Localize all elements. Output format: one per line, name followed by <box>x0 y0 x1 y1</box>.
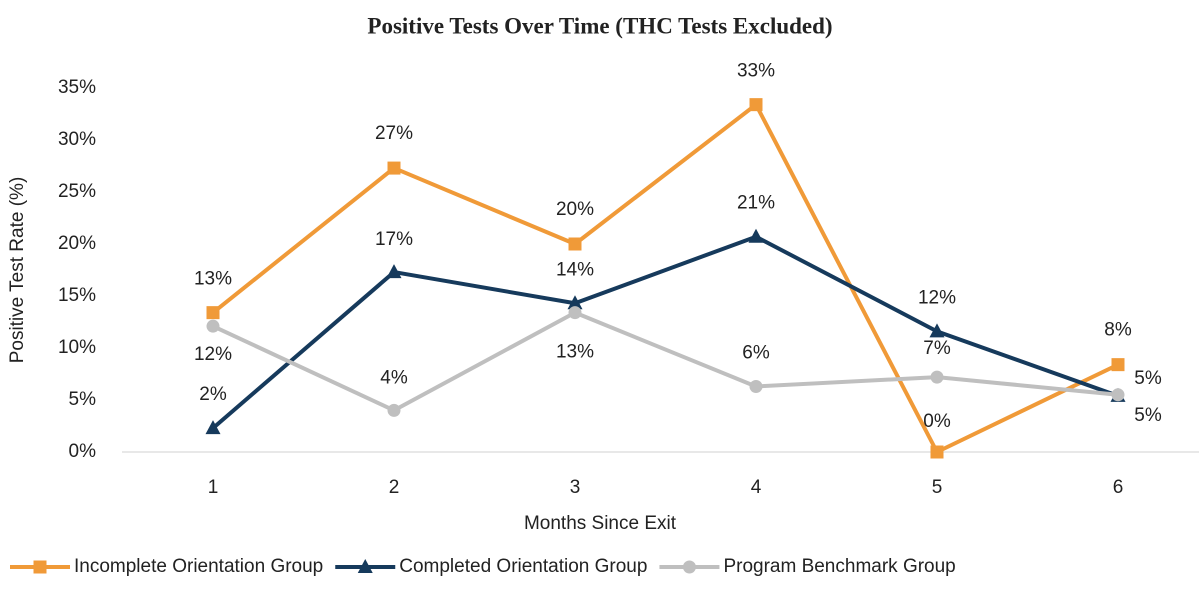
y-tick-label: 5% <box>69 389 97 410</box>
y-tick-label: 0% <box>69 441 97 462</box>
data-label: 2% <box>199 384 227 405</box>
data-point <box>387 161 401 175</box>
data-point <box>206 306 220 320</box>
data-label: 20% <box>556 199 594 220</box>
data-point <box>929 323 945 338</box>
data-label: 13% <box>194 269 232 290</box>
legend-marker <box>33 560 47 574</box>
data-label: 6% <box>742 342 770 363</box>
x-tick-label: 6 <box>1113 477 1124 498</box>
data-label: 8% <box>1104 320 1132 341</box>
series-line <box>211 102 1119 454</box>
y-tick-label: 25% <box>58 181 96 202</box>
data-label: 14% <box>556 259 594 280</box>
data-point <box>749 379 763 393</box>
data-label: 21% <box>737 193 775 214</box>
y-tick-label: 15% <box>58 285 96 306</box>
data-label: 27% <box>375 123 413 144</box>
data-point <box>930 445 944 459</box>
x-axis-label: Months Since Exit <box>524 513 677 534</box>
y-tick-label: 20% <box>58 233 96 254</box>
data-point <box>205 420 221 435</box>
y-tick-label: 30% <box>58 129 96 150</box>
data-label: 5% <box>1134 405 1162 426</box>
data-point <box>568 237 582 251</box>
data-label: 17% <box>375 229 413 250</box>
data-label: 0% <box>923 411 951 432</box>
data-label: 5% <box>1134 368 1162 389</box>
y-axis-label: Positive Test Rate (%) <box>7 177 28 364</box>
y-tick-label: 10% <box>58 337 96 358</box>
y-tick-label: 35% <box>58 77 96 98</box>
data-label: 33% <box>737 61 775 82</box>
data-point <box>568 306 582 320</box>
data-label: 12% <box>194 344 232 365</box>
x-tick-label: 3 <box>570 477 581 498</box>
data-point <box>567 295 583 310</box>
data-point <box>386 264 402 279</box>
legend-label: Program Benchmark Group <box>723 556 955 577</box>
data-point <box>206 319 220 333</box>
data-label: 12% <box>918 287 956 308</box>
series-line <box>212 310 1119 413</box>
legend-label: Completed Orientation Group <box>399 556 647 577</box>
data-point <box>930 370 944 384</box>
x-tick-label: 5 <box>932 477 943 498</box>
legend-marker <box>357 559 373 573</box>
x-tick-label: 4 <box>751 477 762 498</box>
data-point <box>1111 388 1125 402</box>
chart-title: Positive Tests Over Time (THC Tests Excl… <box>367 13 832 38</box>
data-point <box>748 228 764 243</box>
x-tick-label: 1 <box>208 477 219 498</box>
data-label: 4% <box>380 367 408 388</box>
data-label: 13% <box>556 342 594 363</box>
data-point <box>1111 358 1125 372</box>
x-tick-label: 2 <box>389 477 400 498</box>
data-point <box>749 98 763 112</box>
data-label: 7% <box>923 338 951 359</box>
legend-marker <box>682 560 696 574</box>
legend-label: Incomplete Orientation Group <box>74 556 323 577</box>
data-point <box>387 403 401 417</box>
series-line <box>211 234 1119 430</box>
